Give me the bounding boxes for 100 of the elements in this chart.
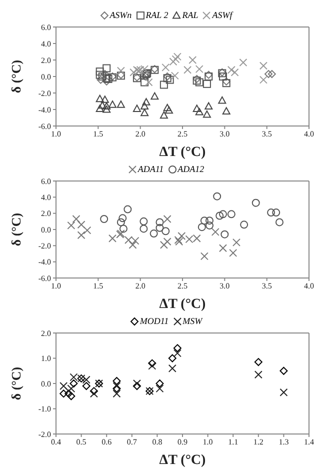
point (275, 218, 284, 226)
legend-label: MSW (182, 316, 202, 326)
y-tick-label: 2.0 (41, 328, 51, 338)
y-tick-label: 6.0 (41, 22, 51, 32)
point (156, 380, 164, 388)
y-axis-title: δ (°C) (8, 212, 24, 246)
y-tick-label: -6.0 (38, 274, 51, 283)
x-tick-label: 4.0 (304, 130, 314, 139)
point (254, 370, 262, 379)
point (128, 240, 137, 249)
point (132, 104, 141, 112)
y-tick-label: 4.0 (41, 193, 51, 202)
point (102, 102, 111, 110)
point (108, 234, 117, 242)
x-tick-label: 1.3 (278, 438, 289, 447)
point (108, 100, 117, 108)
legend-label: ADA12 (178, 164, 204, 174)
x-tick-label: 1.2 (253, 438, 264, 447)
point (218, 96, 226, 104)
point (268, 70, 276, 78)
point (102, 64, 111, 72)
point (173, 349, 182, 358)
point (168, 364, 176, 372)
point (195, 65, 204, 74)
x-axis-title: ΔT (°C) (159, 453, 206, 468)
point (172, 55, 180, 64)
point (229, 248, 238, 257)
x-tick-label: 2.5 (178, 282, 188, 291)
point (118, 214, 127, 222)
point (239, 58, 248, 66)
point (124, 205, 132, 214)
point (90, 390, 98, 398)
x-tick-label: 1.5 (93, 130, 104, 139)
point (112, 384, 121, 393)
point (156, 218, 164, 226)
point (259, 76, 268, 84)
point (150, 92, 159, 100)
point (213, 192, 222, 200)
point (132, 380, 141, 388)
point (140, 217, 148, 226)
point (222, 107, 230, 114)
point (178, 232, 186, 240)
point (160, 80, 168, 89)
legend-label: RAL (182, 10, 198, 20)
point (205, 221, 214, 230)
point (100, 214, 108, 223)
y-tick-label: -2.0 (38, 242, 51, 251)
y-tick-label: -2.0 (38, 430, 51, 439)
point (227, 66, 236, 74)
point (96, 104, 104, 112)
point (252, 198, 260, 207)
legend-label: RAL 2 (146, 10, 168, 20)
y-tick-label: -6.0 (38, 122, 51, 131)
point (204, 102, 213, 110)
x-tick-label: 3.0 (220, 130, 230, 139)
x-tick-label: 2.0 (135, 130, 146, 139)
point (205, 216, 214, 225)
y-axis-title: δ (°C) (8, 366, 24, 400)
point (162, 63, 170, 72)
legend-label: ASWf (212, 10, 232, 20)
point (280, 366, 288, 375)
x-tick-label: 0.7 (126, 438, 137, 447)
point (77, 220, 86, 229)
point (163, 214, 172, 223)
point (77, 231, 86, 240)
point (100, 96, 109, 103)
point (72, 214, 80, 223)
point (150, 230, 158, 238)
point (67, 392, 76, 400)
point (162, 227, 170, 236)
x-tick-label: 1.4 (304, 438, 314, 447)
point (192, 104, 201, 112)
x-tick-label: 2.5 (178, 130, 188, 139)
point (148, 359, 156, 368)
x-tick-label: 1.1 (228, 438, 238, 447)
point (83, 226, 92, 234)
x-tick-label: 0.4 (51, 438, 61, 447)
x-tick-label: 1.5 (93, 282, 104, 291)
point (67, 221, 76, 230)
legend-label: MOD11 (140, 316, 169, 326)
point (142, 98, 150, 106)
point (64, 387, 73, 396)
point (112, 376, 121, 385)
point (140, 78, 149, 86)
point (254, 358, 262, 366)
x-tick-label: 4.0 (304, 282, 314, 291)
x-tick-label: 3.5 (262, 282, 272, 291)
point (218, 210, 227, 218)
point (102, 106, 111, 113)
point (259, 62, 268, 70)
point (144, 78, 153, 86)
point (170, 72, 179, 80)
point (227, 210, 236, 218)
y-tick-label: 6.0 (41, 176, 51, 186)
point (165, 106, 174, 114)
point (140, 102, 149, 110)
x-tick-label: 3.0 (220, 282, 230, 291)
x-axis-title: ΔT (°C) (159, 145, 206, 160)
point (64, 390, 73, 398)
x-tick-label: 0.5 (76, 438, 86, 447)
